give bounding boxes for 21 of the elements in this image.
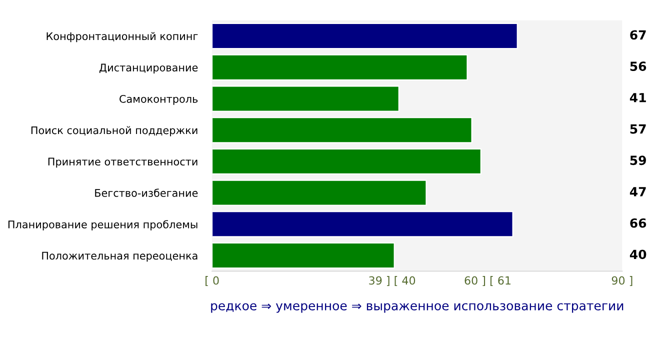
x-tick-label: 90 ] [612, 276, 632, 286]
data-label: 40 [630, 250, 646, 260]
x-tick-label: 60 ] [ 61 [464, 276, 510, 286]
data-label: 67 [630, 30, 646, 40]
x-tick-label: 39 ] [ 40 [369, 276, 416, 286]
y-tick-label: Поиск социальной поддержки [31, 126, 198, 136]
y-tick-label: Бегство-избегание [95, 188, 198, 197]
data-label: 66 [630, 218, 646, 228]
y-tick-label: Положительная переоценка [42, 252, 198, 262]
x-axis-title: редкое ⇒ умеренное ⇒ выраженное использование стратегии [211, 303, 624, 313]
y-tick-label: Самоконтроль [120, 94, 198, 105]
y-tick-label: Принятие ответственности [48, 158, 198, 168]
data-label: 59 [630, 156, 646, 166]
y-tick-label: Дистанцирование [99, 64, 198, 74]
data-label: 47 [630, 187, 646, 196]
data-label: 41 [630, 93, 646, 102]
data-label: 56 [630, 62, 646, 72]
x-tick-label: [ 0 [206, 276, 219, 286]
y-tick-label: Конфронтационный копинг [46, 32, 198, 42]
data-label: 57 [630, 124, 646, 134]
y-tick-label: Планирование решения проблемы [8, 220, 198, 230]
